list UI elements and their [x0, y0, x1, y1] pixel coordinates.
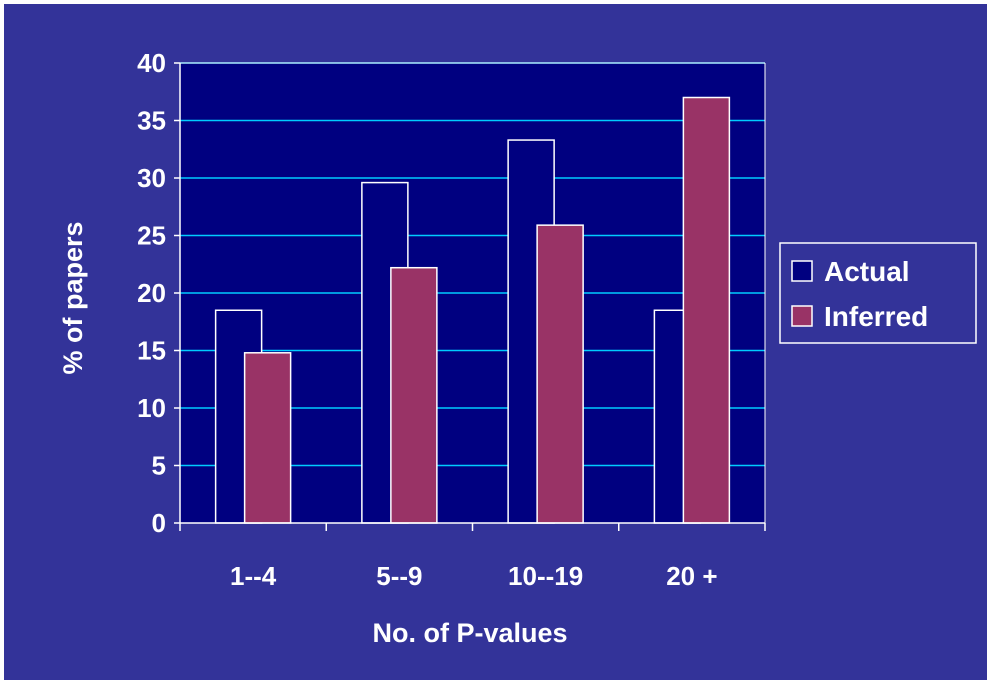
y-tick-label: 15 — [137, 336, 166, 366]
bar-inferred-3 — [536, 224, 584, 524]
axes — [174, 62, 766, 531]
y-tick-label: 35 — [137, 106, 166, 136]
x-tick-label: 5--9 — [376, 561, 422, 591]
x-tick-label: 10--19 — [508, 561, 583, 591]
y-axis-title: % of papers — [58, 221, 88, 374]
bar-chart: 0 5 10 15 20 25 30 35 40 1--4 5--9 10--19 20 + % of… — [58, 48, 977, 648]
chart-slide: 0 5 10 15 20 25 30 35 40 1--4 5--9 10--19 20 + % of… — [4, 4, 987, 680]
legend-swatch-actual — [791, 260, 813, 282]
legend-box — [779, 242, 977, 344]
y-tick-label: 20 — [137, 278, 166, 308]
legend-label-inferred: Inferred — [824, 301, 928, 332]
bar-inferred-2 — [390, 266, 438, 524]
legend: Actual Inferred — [779, 242, 977, 344]
y-tick-label: 25 — [137, 221, 166, 251]
x-tick-label: 1--4 — [230, 561, 277, 591]
bars — [214, 96, 731, 524]
y-tick-label: 10 — [137, 393, 166, 423]
y-tick-label: 0 — [152, 508, 166, 538]
legend-label-actual: Actual — [824, 256, 910, 287]
y-tick-label: 40 — [137, 48, 166, 78]
x-tick-label: 20 + — [666, 561, 717, 591]
y-tick-label: 5 — [152, 451, 166, 481]
bar-inferred-1 — [243, 352, 292, 524]
bar-inferred-4 — [682, 96, 731, 524]
legend-swatch-inferred — [791, 305, 813, 327]
x-tick-labels: 1--4 5--9 10--19 20 + — [230, 561, 718, 591]
y-tick-labels: 0 5 10 15 20 25 30 35 40 — [137, 48, 166, 538]
y-tick-label: 30 — [137, 163, 166, 193]
x-axis-title: No. of P-values — [372, 618, 567, 648]
